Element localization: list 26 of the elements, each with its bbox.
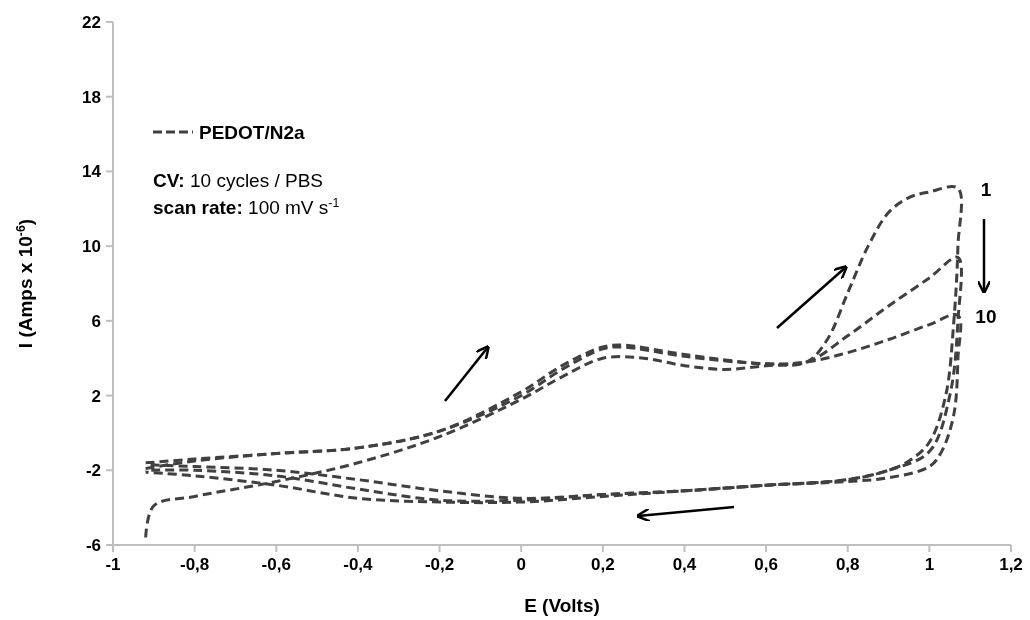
- x-axis-title: E (Volts): [524, 595, 600, 616]
- x-tick-label: -0,6: [261, 555, 291, 574]
- y-tick-label: -2: [85, 461, 101, 481]
- x-tick-label: -0,2: [424, 555, 455, 574]
- x-tick-label: 0: [516, 555, 526, 574]
- x-tick-label: 0,4: [672, 555, 697, 574]
- y-tick-label: 22: [82, 12, 101, 32]
- y-tick-label: -6: [85, 535, 101, 555]
- x-tick-label: -0,8: [179, 555, 210, 574]
- x-tick-label: 0,8: [835, 555, 860, 574]
- x-tick-label: -1: [105, 555, 121, 574]
- x-tick-label: 0,6: [754, 555, 778, 574]
- x-tick-label: -0,4: [343, 555, 374, 574]
- annotation: scan rate: 100 mV s$^{-1}$: [153, 196, 340, 218]
- y-tick-label: 10: [82, 237, 101, 257]
- x-tick-label: 1: [924, 555, 935, 574]
- y-tick-label: 6: [91, 311, 101, 331]
- annotation: CV: 10 cycles / PBS: [153, 170, 324, 191]
- x-tick-label: 0,2: [591, 555, 615, 574]
- x-tick-label: 1,2: [999, 555, 1023, 574]
- y-tick-label: 2: [91, 386, 101, 406]
- y-tick-label: 14: [82, 162, 102, 182]
- annotation: 1: [980, 179, 992, 201]
- annotation: 10: [975, 306, 997, 328]
- legend-label: PEDOT/N2a: [199, 121, 306, 143]
- y-tick-label: 18: [82, 87, 101, 107]
